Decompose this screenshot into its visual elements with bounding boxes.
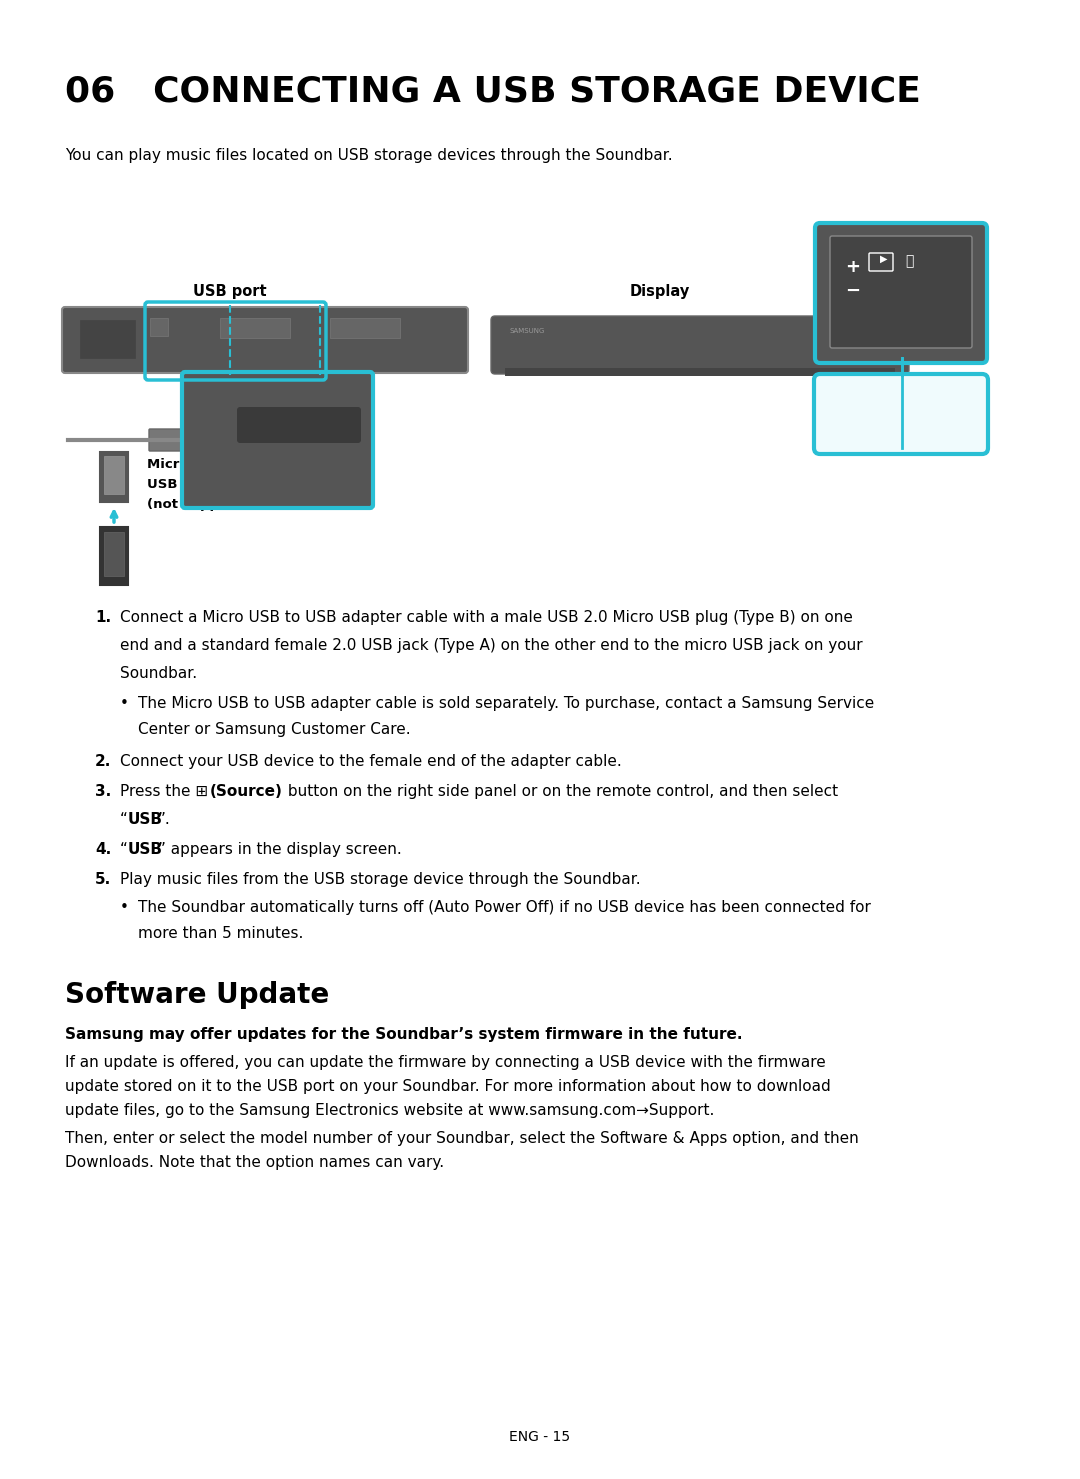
FancyBboxPatch shape (831, 237, 972, 348)
Text: “: “ (120, 812, 127, 827)
Text: Soundbar.: Soundbar. (120, 666, 198, 680)
Text: Downloads. Note that the option names can vary.: Downloads. Note that the option names ca… (65, 1155, 444, 1170)
Text: Software Update: Software Update (65, 981, 329, 1009)
Text: Play music files from the USB storage device through the Soundbar.: Play music files from the USB storage de… (120, 873, 640, 887)
Text: Connect a Micro USB to USB adapter cable with a male USB 2.0 Micro USB plug (Typ: Connect a Micro USB to USB adapter cable… (120, 609, 853, 626)
Text: (Source): (Source) (210, 784, 283, 799)
FancyBboxPatch shape (100, 527, 129, 586)
Text: USB adapter Cable: USB adapter Cable (147, 478, 287, 491)
Text: ▶: ▶ (880, 254, 888, 263)
Text: Display: Display (630, 284, 690, 299)
Text: USB (5V 0.5A): USB (5V 0.5A) (249, 419, 349, 432)
Text: Connect your USB device to the female end of the adapter cable.: Connect your USB device to the female en… (120, 754, 622, 769)
FancyBboxPatch shape (104, 532, 124, 575)
Text: ⏻: ⏻ (905, 254, 914, 268)
FancyBboxPatch shape (237, 407, 361, 444)
Text: USB: USB (129, 812, 163, 827)
FancyBboxPatch shape (183, 373, 373, 507)
Text: update stored on it to the USB port on your Soundbar. For more information about: update stored on it to the USB port on y… (65, 1080, 831, 1094)
FancyBboxPatch shape (814, 374, 988, 454)
Text: The Soundbar automatically turns off (Auto Power Off) if no USB device has been : The Soundbar automatically turns off (Au… (138, 901, 870, 916)
Text: 2.: 2. (95, 754, 111, 769)
FancyBboxPatch shape (505, 368, 895, 376)
Text: If an update is offered, you can update the firmware by connecting a USB device : If an update is offered, you can update … (65, 1055, 826, 1069)
FancyBboxPatch shape (200, 390, 225, 485)
FancyBboxPatch shape (150, 318, 168, 336)
Text: 06   CONNECTING A USB STORAGE DEVICE: 06 CONNECTING A USB STORAGE DEVICE (65, 75, 921, 109)
FancyBboxPatch shape (80, 319, 135, 358)
Text: Center or Samsung Customer Care.: Center or Samsung Customer Care. (138, 722, 410, 737)
Text: You can play music files located on USB storage devices through the Soundbar.: You can play music files located on USB … (65, 148, 673, 163)
Text: 3.: 3. (95, 784, 111, 799)
Text: USB port: USB port (193, 284, 267, 299)
Text: Then, enter or select the model number of your Soundbar, select the Software & A: Then, enter or select the model number o… (65, 1131, 859, 1146)
Text: more than 5 minutes.: more than 5 minutes. (138, 926, 303, 941)
Text: ”.: ”. (158, 812, 171, 827)
FancyBboxPatch shape (104, 456, 124, 494)
Text: end and a standard female 2.0 USB jack (Type A) on the other end to the micro US: end and a standard female 2.0 USB jack (… (120, 637, 863, 654)
Text: 5.: 5. (95, 873, 111, 887)
FancyBboxPatch shape (100, 453, 129, 501)
Text: (not supplied): (not supplied) (147, 498, 253, 512)
Text: USB: USB (129, 842, 163, 856)
Text: update files, go to the Samsung Electronics website at www.samsung.com→Support.: update files, go to the Samsung Electron… (65, 1103, 714, 1118)
Text: The Micro USB to USB adapter cable is sold separately. To purchase, contact a Sa: The Micro USB to USB adapter cable is so… (138, 697, 874, 711)
Text: 1.: 1. (95, 609, 111, 626)
Text: Micro USB to: Micro USB to (147, 458, 244, 470)
Text: •: • (120, 697, 129, 711)
Text: SAMSUNG: SAMSUNG (510, 328, 545, 334)
FancyBboxPatch shape (815, 223, 987, 362)
Text: −: − (845, 282, 860, 300)
FancyBboxPatch shape (220, 318, 291, 339)
FancyBboxPatch shape (491, 317, 909, 374)
Text: USB: USB (866, 399, 936, 429)
Text: button on the right side panel or on the remote control, and then select: button on the right side panel or on the… (283, 784, 838, 799)
FancyBboxPatch shape (62, 308, 468, 373)
Text: Press the ⊞: Press the ⊞ (120, 784, 213, 799)
Text: Samsung may offer updates for the Soundbar’s system firmware in the future.: Samsung may offer updates for the Soundb… (65, 1026, 743, 1043)
Text: ENG - 15: ENG - 15 (510, 1430, 570, 1444)
FancyBboxPatch shape (195, 385, 230, 493)
Text: •: • (120, 901, 129, 916)
Text: 4.: 4. (95, 842, 111, 856)
Text: ” appears in the display screen.: ” appears in the display screen. (158, 842, 402, 856)
Text: +: + (845, 257, 860, 277)
FancyBboxPatch shape (330, 318, 400, 339)
FancyBboxPatch shape (149, 429, 193, 451)
Text: “: “ (120, 842, 127, 856)
